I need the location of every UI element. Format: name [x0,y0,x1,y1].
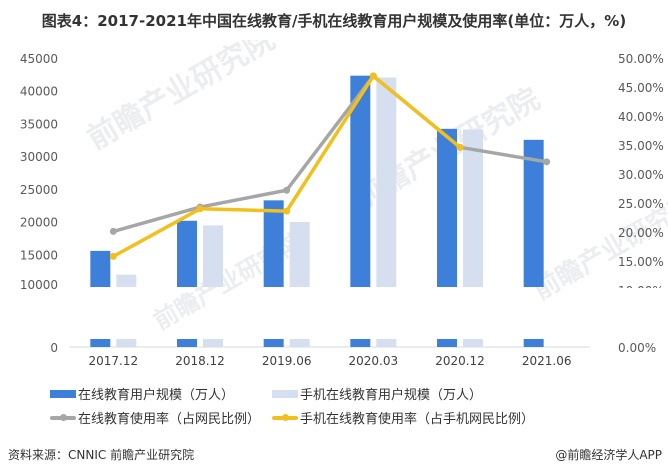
bar-mobile-users [289,222,310,287]
legend-swatch-lightblue-bar [272,389,298,398]
legend-swatch-yellow-line [272,413,298,421]
line-mobile-rate-marker [369,72,377,80]
bar-online-users-base [437,339,457,347]
legend-swatch-grey-line [50,413,76,421]
bar-online-users [90,250,111,287]
bar-mobile-users-base [376,339,397,347]
legend-item-online-users: 在线教育用户规模（万人） [50,384,234,403]
legend: 在线教育用户规模（万人） 手机在线教育用户规模（万人） 在线教育使用率（占网民比… [0,378,668,434]
right-axis-tick: 45.00% [618,81,664,95]
right-axis-tick: 20.00% [618,226,664,240]
line-online-rate-marker [109,227,117,235]
watermark-text: 前瞻产业研究院 [82,40,281,157]
bar-online-users-base [177,339,197,347]
bar-online-users [437,128,457,287]
left-axis-tick: 0 [50,341,58,355]
bar-online-users-base [350,339,371,347]
watermark-text: 前瞻产业研究院 [149,227,308,335]
left-axis-tick: 15000 [20,248,58,262]
line-online-rate [112,74,547,234]
left-axis-tick: 30000 [20,150,58,164]
bar-online-users-base [263,339,284,347]
bar-mobile-users-base [116,339,137,347]
right-axis-tick: 10.00% [618,284,664,298]
x-axis-tick: 2020.03 [349,354,399,368]
left-axis-tick: 25000 [20,183,58,197]
left-axis-tick: 45000 [20,52,58,66]
legend-swatch-blue-bar [50,389,76,398]
legend-label: 手机在线教育用户规模（万人） [300,388,483,403]
bar-online-users [350,75,371,287]
x-axis-tick: 2019.06 [262,354,312,368]
legend-item-online-rate: 在线教育使用率（占网民比例） [50,408,260,427]
bar-mobile-users-base [203,339,223,347]
line-online-rate-marker [283,186,291,194]
bar-online-users-base [90,339,111,347]
right-axis-tick: 0.00% [618,341,656,355]
credit-note: @前瞻经济学人APP [555,448,662,462]
bar-mobile-users [463,129,483,287]
bar-online-users-base [523,339,544,347]
combo-chart: 前瞻产业研究院前瞻产业研究院前瞻产业研究院前瞻产业研究院450004000035… [20,22,668,368]
bar-mobile-users-base [463,339,483,347]
line-mobile-rate-marker [196,205,204,213]
legend-item-mobile-rate: 手机在线教育使用率（占手机网民比例） [272,408,534,427]
right-axis-tick: 35.00% [618,139,664,153]
line-mobile-rate-marker [456,143,464,151]
left-axis-tick: 10000 [20,278,58,292]
x-axis-tick: 2020.12 [435,354,485,368]
bar-mobile-users [116,274,137,287]
left-axis-tick: 20000 [20,216,58,230]
right-axis-tick: 30.00% [618,168,664,182]
left-axis-tick: 35000 [20,117,58,131]
bar-online-users [523,139,544,287]
right-axis-tick: 40.00% [618,110,664,124]
line-mobile-rate-marker [109,252,117,260]
x-axis-tick: 2017.12 [89,354,139,368]
right-axis-tick: 15.00% [618,255,664,269]
line-online-rate-marker [543,158,551,166]
bar-mobile-users [203,225,223,287]
chart-title: 图表4：2017-2021年中国在线教育/手机在线教育用户规模及使用率(单位：万… [41,12,627,30]
legend-label: 在线教育使用率（占网民比例） [78,412,261,427]
legend-item-mobile-users: 手机在线教育用户规模（万人） [272,384,482,403]
line-mobile-rate-marker [283,207,291,215]
x-axis-tick: 2021.06 [522,354,572,368]
x-axis-tick: 2018.12 [175,354,225,368]
chart-area: 前瞻产业研究院前瞻产业研究院前瞻产业研究院前瞻产业研究院450004000035… [0,22,668,375]
bar-online-users [263,200,284,287]
bar-mobile-users-base [289,339,310,347]
bar-online-users [177,220,197,287]
bar-mobile-users [376,77,397,287]
source-note: 资料来源：CNNIC 前瞻产业研究院 [8,448,195,462]
left-axis-tick: 40000 [20,85,58,99]
legend-label: 手机在线教育使用率（占手机网民比例） [300,412,535,427]
legend-label: 在线教育用户规模（万人） [78,388,235,403]
right-axis-tick: 25.00% [618,197,664,211]
right-axis-tick: 50.00% [618,52,664,66]
